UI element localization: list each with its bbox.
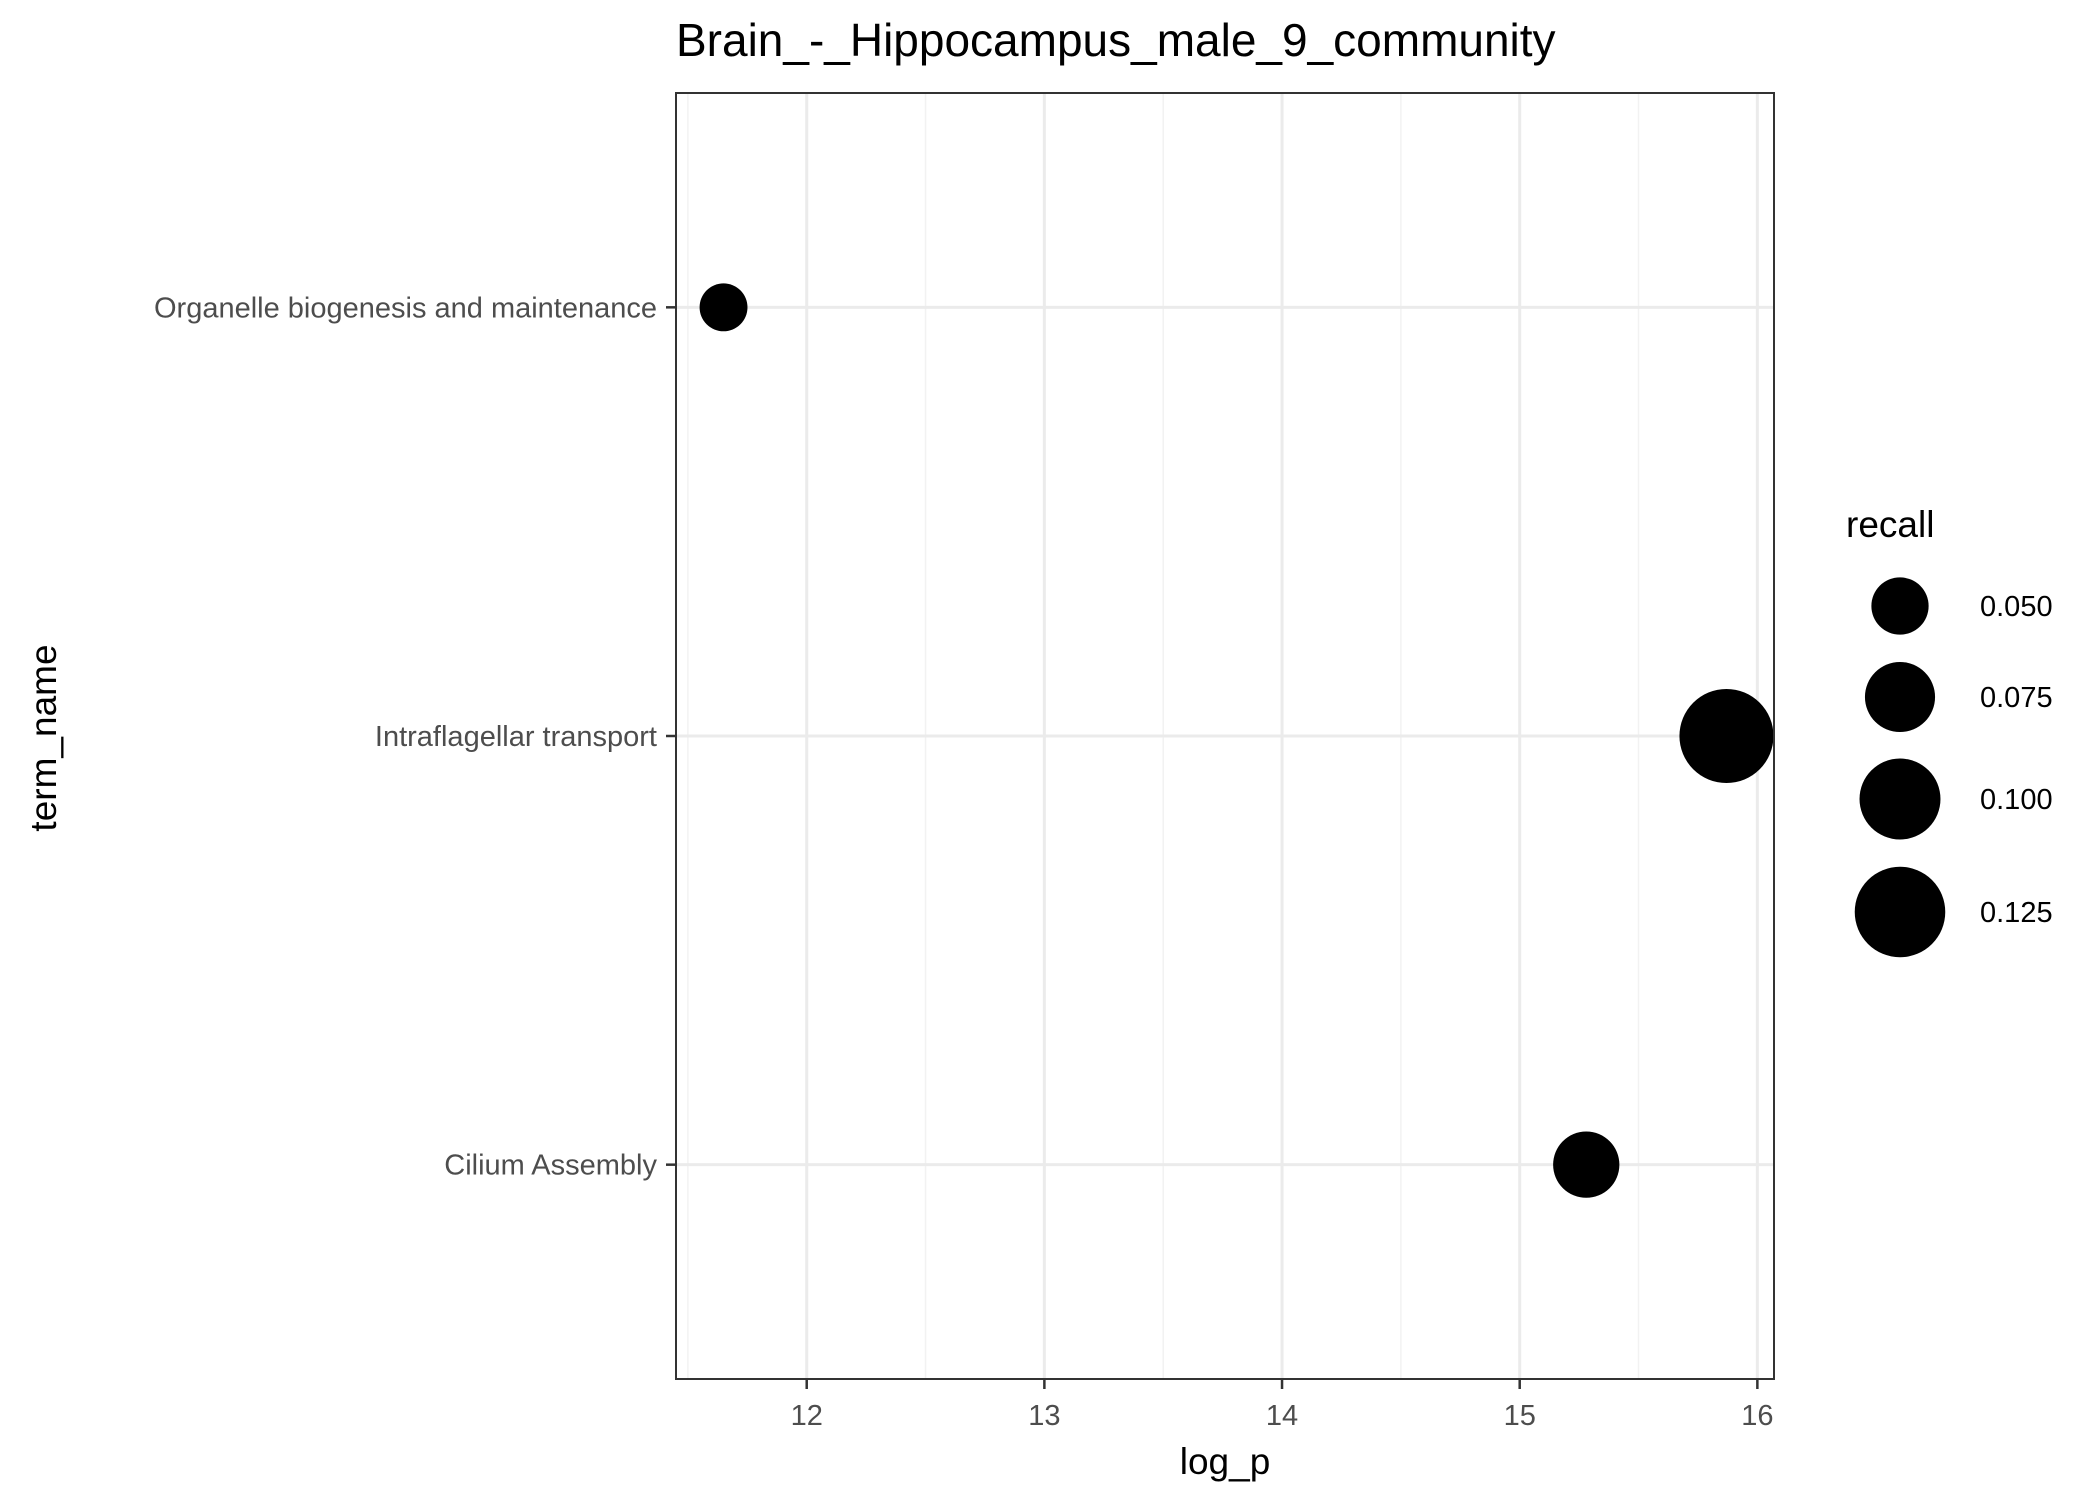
x-tick-label: 13 xyxy=(1028,1400,1060,1432)
legend-keys: 0.050 0.075 0.100 0.125 xyxy=(1854,577,2053,958)
size-legend: recall 0.050 0.075 0.100 0.125 xyxy=(1846,504,2053,958)
x-tick-label: 16 xyxy=(1741,1400,1773,1432)
legend-key-circle xyxy=(1864,661,1936,733)
legend-key-circle xyxy=(1859,758,1941,840)
legend-key-circle xyxy=(1854,866,1946,958)
legend-key-circle xyxy=(1871,577,1929,635)
y-tick-label: Cilium Assembly xyxy=(444,1150,657,1182)
x-axis-ticks: 12 13 14 15 16 xyxy=(791,1379,1773,1432)
x-axis-title: log_p xyxy=(1180,1441,1271,1482)
x-tick-label: 15 xyxy=(1504,1400,1536,1432)
legend-key-label: 0.125 xyxy=(1980,897,2053,929)
legend-key-label: 0.050 xyxy=(1980,591,2053,623)
data-points xyxy=(699,283,1774,1198)
y-axis-title: term_name xyxy=(23,644,64,831)
y-tick-label: Intraflagellar transport xyxy=(375,721,657,753)
data-point xyxy=(699,283,748,332)
data-point xyxy=(1679,688,1774,784)
legend-title: recall xyxy=(1846,504,1934,545)
legend-key-label: 0.075 xyxy=(1980,682,2053,714)
x-tick-label: 12 xyxy=(791,1400,823,1432)
data-point xyxy=(1553,1131,1620,1198)
y-tick-label: Organelle biogenesis and maintenance xyxy=(154,292,657,324)
chart-title: Brain_-_Hippocampus_male_9_community xyxy=(676,14,1556,66)
y-axis-ticks: Organelle biogenesis and maintenance Intr… xyxy=(154,292,676,1182)
x-tick-label: 14 xyxy=(1266,1400,1298,1432)
legend-key-label: 0.100 xyxy=(1980,784,2053,816)
